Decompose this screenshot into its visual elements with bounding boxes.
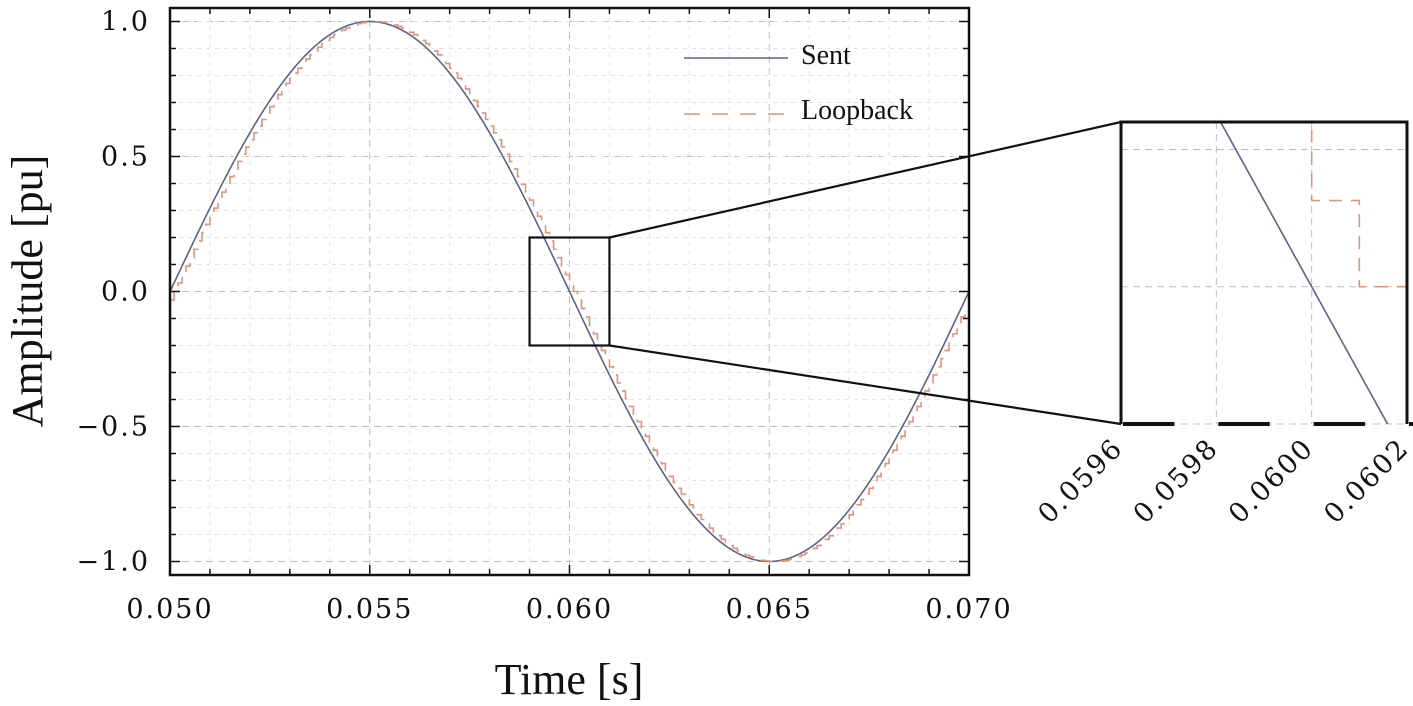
main-ytick-label: 0.0 [101,277,150,308]
main-xtick-label: 0.065 [726,594,813,625]
zoom-connectors [609,120,1122,426]
main-xtick-label: 0.060 [526,594,613,625]
inset-series-sent-line [1219,122,1389,424]
inset-series [1219,122,1407,424]
inset-xtick-label: 0.0600 [1223,433,1320,530]
main-ytick-labels: 1.0 0.5 0.0 −0.5 −1.0 [76,7,150,578]
y-axis-title: Amplitude [pu] [3,155,52,428]
inset-background [1121,122,1407,424]
main-xtick-label: 0.055 [326,594,413,625]
legend-label-sent: Sent [801,40,851,71]
main-ytick-label: −0.5 [76,412,150,443]
x-axis-title: Time [s] [495,655,644,704]
legend-label-loopback: Loopback [801,95,913,126]
main-ytick-label: −1.0 [76,547,150,578]
inset-xtick-label: 0.0596 [1032,433,1129,530]
legend: Sent Loopback [684,40,913,126]
main-plot: 0.050 0.055 0.060 0.065 0.070 1.0 0.5 0.0 −0.5 −… [3,7,1012,705]
main-series [170,20,969,563]
inset-frame [1119,120,1409,424]
main-ytick-label: 0.5 [101,142,150,173]
main-xtick-labels: 0.050 0.055 0.060 0.065 0.070 [126,594,1012,625]
main-ytick-label: 1.0 [101,7,150,38]
main-ticks [169,8,970,575]
inset-series-loopback-line [1310,122,1407,374]
inset-xtick-label: 0.0602 [1318,433,1413,530]
main-xtick-label: 0.050 [126,594,213,625]
inset-xtick-label: 0.0598 [1128,433,1225,530]
zoom-connector-top [609,120,1122,239]
zoom-connector-bottom [609,344,1122,426]
series-sent-line [170,20,969,563]
zoom-box [528,236,611,347]
main-xtick-label: 0.070 [925,594,1012,625]
series-loopback-line [170,20,969,563]
